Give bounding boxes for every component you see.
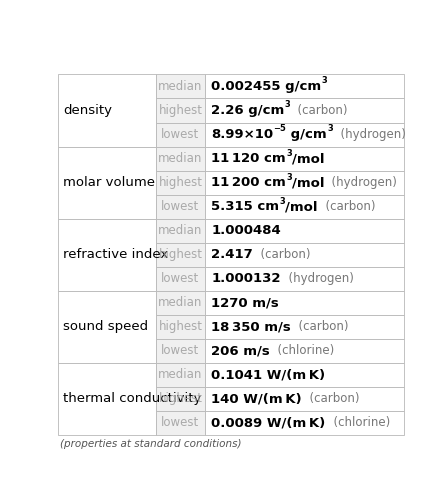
Bar: [156, 315, 205, 339]
Text: 0.002455 g/cm: 0.002455 g/cm: [211, 80, 321, 93]
Text: median: median: [158, 152, 202, 165]
Text: (carbon): (carbon): [253, 248, 311, 261]
Text: (carbon): (carbon): [302, 392, 359, 405]
Bar: [205, 74, 404, 98]
Bar: [156, 147, 205, 171]
Text: refractive index: refractive index: [63, 248, 168, 261]
Text: (chlorine): (chlorine): [326, 416, 390, 429]
Text: 0.1041 W/(m K): 0.1041 W/(m K): [211, 368, 325, 381]
Text: (hydrogen): (hydrogen): [281, 272, 354, 285]
Bar: [156, 290, 205, 315]
Text: /mol: /mol: [285, 200, 318, 213]
Text: 18 350 m/s: 18 350 m/s: [211, 320, 291, 333]
Text: 1.000484: 1.000484: [211, 224, 281, 237]
Text: (carbon): (carbon): [318, 200, 375, 213]
Bar: [205, 315, 404, 339]
Bar: [205, 290, 404, 315]
Bar: [156, 98, 205, 123]
Text: 1270 m/s: 1270 m/s: [211, 296, 279, 309]
Text: /mol: /mol: [292, 176, 325, 189]
Text: 1.000132: 1.000132: [211, 272, 281, 285]
Text: (carbon): (carbon): [291, 320, 349, 333]
Bar: [156, 74, 205, 98]
Text: 3: 3: [285, 100, 291, 109]
Bar: [205, 171, 404, 195]
Text: median: median: [158, 368, 202, 381]
Text: (hydrogen): (hydrogen): [325, 176, 397, 189]
Text: (hydrogen): (hydrogen): [333, 128, 406, 141]
Text: median: median: [158, 80, 202, 93]
Text: 2.417: 2.417: [211, 248, 253, 261]
Bar: [156, 243, 205, 266]
Text: 206 m/s: 206 m/s: [211, 344, 270, 357]
Bar: [156, 411, 205, 435]
Text: g/cm: g/cm: [287, 128, 327, 141]
Bar: [156, 387, 205, 411]
Text: thermal conductivity: thermal conductivity: [63, 392, 201, 405]
Text: 3: 3: [286, 149, 292, 158]
Bar: [156, 266, 205, 290]
Bar: [156, 339, 205, 363]
Text: lowest: lowest: [161, 344, 199, 357]
Text: lowest: lowest: [161, 128, 199, 141]
Text: 5.315 cm: 5.315 cm: [211, 200, 279, 213]
Bar: [205, 195, 404, 219]
Bar: [156, 219, 205, 243]
Bar: [156, 195, 205, 219]
Bar: [58, 363, 156, 435]
Text: highest: highest: [158, 392, 202, 405]
Text: highest: highest: [158, 320, 202, 333]
Bar: [205, 363, 404, 387]
Bar: [205, 243, 404, 266]
Text: 3: 3: [279, 197, 285, 206]
Bar: [205, 339, 404, 363]
Bar: [205, 147, 404, 171]
Bar: [58, 147, 156, 219]
Text: highest: highest: [158, 248, 202, 261]
Text: 3: 3: [321, 76, 327, 85]
Text: (carbon): (carbon): [291, 104, 348, 117]
Text: lowest: lowest: [161, 416, 199, 429]
Bar: [58, 219, 156, 290]
Text: median: median: [158, 296, 202, 309]
Text: 0.0089 W/(m K): 0.0089 W/(m K): [211, 416, 326, 429]
Text: 8.99×10: 8.99×10: [211, 128, 274, 141]
Bar: [205, 123, 404, 147]
Bar: [205, 219, 404, 243]
Text: lowest: lowest: [161, 272, 199, 285]
Bar: [205, 387, 404, 411]
Text: /mol: /mol: [292, 152, 324, 165]
Text: 11 200 cm: 11 200 cm: [211, 176, 286, 189]
Text: 11 120 cm: 11 120 cm: [211, 152, 286, 165]
Text: density: density: [63, 104, 112, 117]
Bar: [205, 266, 404, 290]
Text: median: median: [158, 224, 202, 237]
Text: −5: −5: [274, 124, 287, 134]
Bar: [58, 74, 156, 147]
Text: 140 W/(m K): 140 W/(m K): [211, 392, 302, 405]
Bar: [156, 171, 205, 195]
Bar: [205, 411, 404, 435]
Bar: [205, 98, 404, 123]
Text: highest: highest: [158, 104, 202, 117]
Text: 3: 3: [286, 173, 292, 182]
Text: sound speed: sound speed: [63, 320, 148, 333]
Text: 2.26 g/cm: 2.26 g/cm: [211, 104, 285, 117]
Bar: [156, 123, 205, 147]
Text: highest: highest: [158, 176, 202, 189]
Bar: [58, 290, 156, 363]
Text: (properties at standard conditions): (properties at standard conditions): [60, 439, 242, 449]
Text: molar volume: molar volume: [63, 176, 155, 189]
Bar: [156, 363, 205, 387]
Text: lowest: lowest: [161, 200, 199, 213]
Text: 3: 3: [327, 124, 333, 134]
Text: (chlorine): (chlorine): [270, 344, 334, 357]
